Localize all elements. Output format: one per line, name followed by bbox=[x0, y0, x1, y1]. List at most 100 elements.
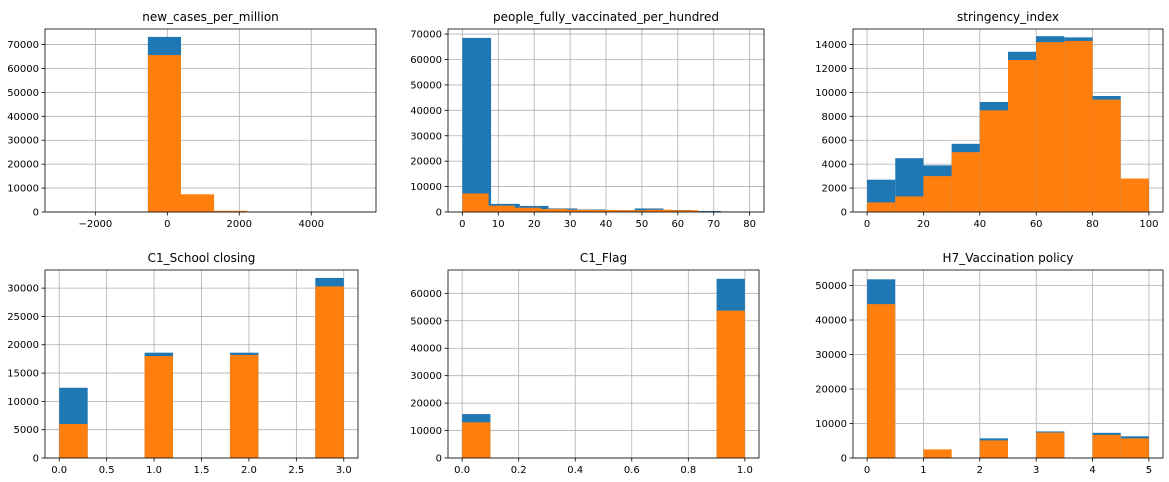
y-tick-label: 50000 bbox=[7, 88, 39, 99]
bar-s2-1 bbox=[180, 194, 215, 212]
bar-s2-2 bbox=[229, 354, 259, 458]
x-tick-label: 20 bbox=[917, 219, 930, 230]
bar-s2-7 bbox=[645, 209, 673, 212]
y-tick-label: 12000 bbox=[815, 64, 847, 75]
y-tick-label: 25000 bbox=[7, 312, 39, 323]
x-tick-label: 60 bbox=[1030, 219, 1043, 230]
y-tick-label: 20000 bbox=[7, 340, 39, 351]
bar-s2-6 bbox=[619, 210, 646, 212]
y-tick-label: 40000 bbox=[7, 112, 39, 123]
x-tick-label: 30 bbox=[564, 219, 577, 230]
series-2 bbox=[462, 193, 725, 212]
series-2 bbox=[867, 304, 1149, 458]
bar-s2-0 bbox=[867, 202, 896, 212]
series-2 bbox=[867, 40, 1149, 213]
bar-s2-7 bbox=[1064, 40, 1093, 212]
bar-s2-3 bbox=[541, 208, 568, 212]
subplot-title: people_fully_vaccinated_per_hundred bbox=[493, 10, 719, 24]
bar-s2-0 bbox=[59, 424, 88, 458]
x-tick-label: 40 bbox=[600, 219, 613, 230]
y-tick-label: 50000 bbox=[815, 281, 847, 292]
bar-s2-4 bbox=[979, 110, 1008, 212]
subplot-6: 0 1 2 3 4 5 0 10000 20000 30000 40000 50000 H7_Vacci… bbox=[815, 251, 1164, 476]
axes-frame bbox=[44, 28, 377, 213]
bar-s1-0 bbox=[462, 37, 492, 213]
y-tick-label: 20000 bbox=[815, 385, 847, 396]
bar-s2-9 bbox=[1120, 178, 1149, 212]
subplot-title: C1_School closing bbox=[148, 251, 256, 265]
y-tick-label: 0 bbox=[33, 454, 39, 465]
bar-s2-4 bbox=[567, 209, 594, 212]
x-tick-label: 1.5 bbox=[194, 465, 210, 476]
x-tick-label: 2000 bbox=[227, 219, 252, 230]
y-tick-label: 0 bbox=[33, 208, 39, 219]
y-tick-label: 40000 bbox=[815, 316, 847, 327]
y-tick-label: 6000 bbox=[822, 136, 847, 147]
x-tick-label: 2.5 bbox=[288, 465, 304, 476]
x-tick-label: 0.6 bbox=[624, 465, 640, 476]
x-tick-label: 0.8 bbox=[680, 465, 696, 476]
y-tick-label: 40000 bbox=[410, 106, 442, 117]
series-2 bbox=[59, 286, 344, 458]
bar-s2-2 bbox=[514, 207, 542, 212]
y-tick-label: 10000 bbox=[7, 397, 39, 408]
axes-frame bbox=[852, 28, 1164, 213]
bar-s2-1 bbox=[895, 196, 924, 212]
y-tick-label: 30000 bbox=[7, 284, 39, 295]
bar-s2-5 bbox=[1120, 438, 1149, 458]
x-tick-label: 60 bbox=[671, 219, 684, 230]
x-tick-label: 80 bbox=[1086, 219, 1099, 230]
bar-s2-2 bbox=[923, 176, 952, 212]
y-tick-label: 30000 bbox=[815, 350, 847, 361]
x-tick-label: 0.0 bbox=[454, 465, 470, 476]
y-tick-label: 50000 bbox=[410, 80, 442, 91]
bar-s2-0 bbox=[867, 304, 896, 458]
y-tick-label: 40000 bbox=[410, 344, 442, 355]
y-tick-label: 2000 bbox=[822, 184, 847, 195]
x-tick-label: 2.0 bbox=[241, 465, 257, 476]
bar-s2-4 bbox=[1092, 434, 1121, 458]
x-tick-label: 3.0 bbox=[336, 465, 352, 476]
subplot-4: 0.0 0.5 1.0 1.5 2.0 2.5 3.0 0 5000 10000 15000 2000… bbox=[7, 251, 359, 476]
bar-s2-1 bbox=[144, 356, 174, 458]
y-tick-label: 10000 bbox=[410, 426, 442, 437]
y-tick-label: 10000 bbox=[410, 182, 442, 193]
x-tick-label: 1 bbox=[920, 465, 926, 476]
x-tick-label: 2 bbox=[977, 465, 983, 476]
y-tick-label: 0 bbox=[841, 208, 847, 219]
subplot-title: H7_Vaccination policy bbox=[943, 251, 1074, 265]
bar-s2-1 bbox=[923, 449, 952, 458]
x-tick-label: 0 bbox=[164, 219, 170, 230]
x-tick-label: 0 bbox=[864, 465, 870, 476]
x-tick-label: 100 bbox=[1139, 219, 1158, 230]
x-tick-label: 0.0 bbox=[51, 465, 67, 476]
x-tick-label: 80 bbox=[743, 219, 756, 230]
x-tick-label: 40 bbox=[973, 219, 986, 230]
y-tick-label: 30000 bbox=[410, 371, 442, 382]
y-tick-label: 60000 bbox=[7, 64, 39, 75]
axes-frame bbox=[852, 269, 1164, 459]
x-tick-label: 0 bbox=[459, 219, 465, 230]
x-tick-label: 50 bbox=[636, 219, 649, 230]
x-tick-label: 4000 bbox=[299, 219, 324, 230]
x-tick-label: 4 bbox=[1089, 465, 1095, 476]
x-tick-label: 5 bbox=[1146, 465, 1152, 476]
subplot-3: 0 20 40 60 80 100 0 2000 4000 6000 8000 10000 12000 1… bbox=[815, 10, 1164, 230]
x-tick-label: 0.4 bbox=[567, 465, 583, 476]
series-2 bbox=[147, 55, 347, 212]
bar-s2-1 bbox=[488, 205, 515, 212]
y-tick-label: 70000 bbox=[410, 30, 442, 41]
bar-s2-2 bbox=[214, 210, 248, 212]
x-tick-label: 0.5 bbox=[99, 465, 115, 476]
x-tick-label: 1.0 bbox=[737, 465, 753, 476]
y-tick-label: 10000 bbox=[815, 419, 847, 430]
x-tick-label: 20 bbox=[528, 219, 541, 230]
x-tick-label: 1.0 bbox=[146, 465, 162, 476]
bar-s2-2 bbox=[979, 440, 1008, 458]
bar-s2-0 bbox=[147, 55, 181, 212]
bar-s2-5 bbox=[1008, 60, 1037, 212]
y-tick-label: 70000 bbox=[7, 40, 39, 51]
subplot-1: −2000 0 2000 400001000020000300004000050000… bbox=[7, 10, 377, 230]
y-tick-label: 0 bbox=[841, 454, 847, 465]
y-tick-label: 15000 bbox=[7, 369, 39, 380]
